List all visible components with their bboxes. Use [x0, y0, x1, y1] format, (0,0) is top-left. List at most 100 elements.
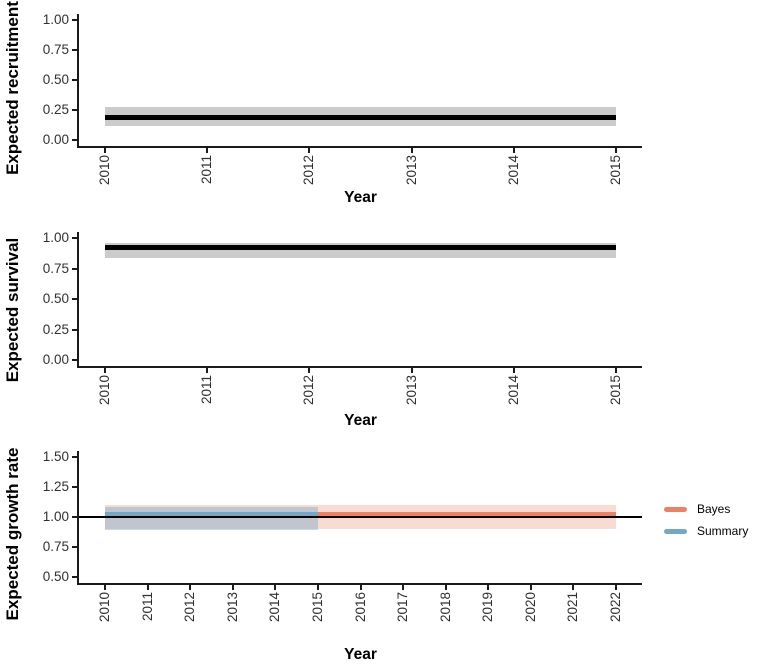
x-tick-label: 2022 — [608, 592, 623, 623]
x-tick-mark — [308, 368, 311, 373]
x-tick-label: 2013 — [224, 592, 240, 623]
y-axis-line — [77, 14, 79, 148]
x-tick-mark — [410, 148, 413, 153]
x-tick-label: 2010 — [97, 155, 112, 186]
reference-line — [79, 516, 642, 518]
mean-line-Summary — [105, 511, 318, 518]
y-axis-line — [77, 232, 79, 368]
x-tick-mark — [146, 585, 149, 590]
mean-line-Bayes — [317, 511, 616, 518]
x-axis-line — [77, 146, 642, 148]
x-tick-label: 2014 — [267, 592, 283, 623]
legend-label: Bayes — [697, 502, 731, 516]
x-tick-label: 2011 — [199, 375, 215, 405]
x-axis-line — [77, 366, 642, 368]
x-tick-mark — [615, 148, 617, 153]
x-tick-mark — [104, 148, 106, 153]
y-axis-line — [77, 451, 79, 585]
y-tick-mark — [72, 486, 77, 488]
x-tick-label: 2014 — [505, 155, 521, 186]
x-tick-mark — [231, 585, 234, 590]
x-tick-mark — [572, 585, 575, 590]
y-tick-label: 0.50 — [42, 72, 69, 87]
x-tick-mark — [615, 368, 617, 373]
y-tick-mark — [72, 139, 77, 141]
x-axis-title: Year — [344, 412, 377, 429]
x-tick-label: 2015 — [608, 375, 623, 406]
y-tick-mark — [72, 298, 77, 300]
x-tick-mark — [615, 585, 617, 590]
x-tick-label: 2015 — [309, 592, 325, 623]
x-tick-mark — [529, 585, 532, 590]
x-tick-label: 2013 — [403, 155, 419, 186]
y-tick-mark — [72, 328, 77, 331]
y-tick-mark — [72, 237, 77, 239]
x-tick-label: 2017 — [395, 592, 411, 623]
x-tick-mark — [410, 368, 413, 373]
x-tick-mark — [274, 585, 277, 590]
y-tick-label: 0.00 — [42, 352, 69, 367]
legend-swatch-bayes — [664, 506, 687, 512]
y-tick-label: 1.00 — [42, 12, 69, 27]
x-tick-mark — [316, 585, 319, 590]
y-axis-title: Expected growth rate — [3, 447, 22, 621]
x-axis-title: Year — [344, 189, 377, 206]
y-tick-mark — [72, 49, 77, 51]
y-tick-mark — [72, 19, 77, 21]
x-tick-label: 2010 — [97, 592, 112, 623]
y-tick-label: 0.75 — [42, 539, 69, 554]
x-tick-label: 2011 — [199, 155, 215, 185]
x-tick-label: 2019 — [480, 592, 496, 623]
x-tick-mark — [402, 585, 405, 590]
y-tick-label: 1.50 — [42, 449, 69, 464]
x-axis-title: Year — [344, 646, 377, 663]
x-tick-mark — [104, 585, 106, 590]
mean-line-estimate — [105, 245, 616, 251]
y-tick-mark — [72, 456, 77, 458]
y-tick-label: 1.25 — [42, 479, 69, 494]
y-tick-label: 1.00 — [42, 230, 69, 245]
y-tick-mark — [72, 79, 77, 81]
legend-item-summary: Summary — [664, 520, 748, 542]
x-tick-mark — [189, 585, 192, 590]
x-tick-label: 2012 — [301, 375, 317, 406]
x-tick-mark — [487, 585, 490, 590]
x-tick-mark — [512, 148, 515, 153]
y-axis-title: Expected survival — [3, 237, 22, 383]
x-tick-label: 2020 — [522, 592, 538, 623]
y-axis-title: Expected recruitment — [3, 1, 22, 175]
y-tick-mark — [72, 576, 77, 578]
y-tick-mark — [72, 516, 77, 518]
x-tick-mark — [308, 148, 311, 153]
x-tick-mark — [206, 368, 209, 373]
legend-label: Summary — [697, 524, 749, 538]
y-tick-label: 0.25 — [42, 102, 69, 117]
x-tick-mark — [444, 585, 447, 590]
y-tick-label: 1.00 — [42, 509, 69, 524]
y-tick-label: 0.50 — [42, 291, 69, 306]
x-tick-mark — [104, 368, 106, 373]
x-tick-label: 2013 — [403, 375, 419, 406]
y-tick-mark — [72, 359, 77, 361]
x-tick-label: 2016 — [352, 592, 368, 623]
y-tick-label: 0.50 — [42, 569, 69, 584]
x-tick-label: 2011 — [139, 592, 155, 622]
x-tick-mark — [512, 368, 515, 373]
y-tick-mark — [72, 267, 77, 270]
y-tick-mark — [72, 109, 77, 111]
y-tick-label: 0.75 — [42, 260, 69, 276]
mean-line-estimate — [105, 114, 616, 120]
x-tick-label: 2021 — [565, 592, 581, 623]
y-tick-mark — [72, 546, 77, 548]
legend-item-bayes: Bayes — [664, 498, 730, 520]
y-tick-label: 0.25 — [42, 321, 69, 337]
y-tick-label: 0.00 — [42, 132, 69, 147]
x-tick-label: 2014 — [505, 375, 521, 406]
y-tick-label: 0.75 — [42, 42, 69, 57]
x-tick-label: 2012 — [301, 155, 317, 186]
x-tick-label: 2010 — [97, 375, 112, 406]
x-tick-mark — [359, 585, 362, 590]
x-axis-line — [77, 583, 642, 585]
x-tick-label: 2012 — [182, 592, 198, 623]
